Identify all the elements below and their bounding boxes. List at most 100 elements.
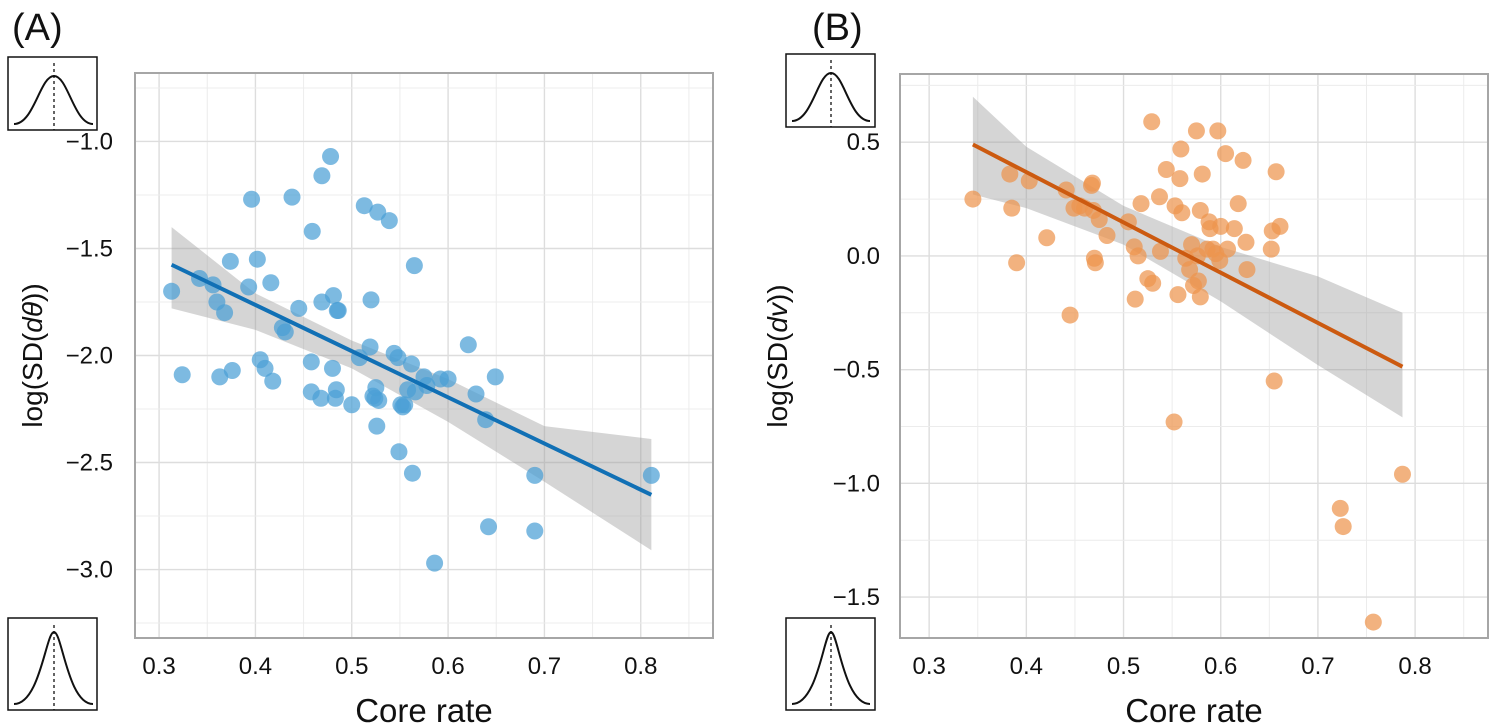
regression-line (971, 142, 1404, 369)
panel-b-y-title-post: )) (762, 284, 793, 303)
data-point (405, 257, 423, 275)
panel-b-y-title-var: dv (762, 301, 793, 333)
data-point (1331, 499, 1349, 517)
data-point (276, 323, 294, 341)
data-point (480, 518, 498, 536)
data-point (367, 379, 385, 397)
y-tick-label: −1.0 (66, 128, 113, 155)
data-point (964, 190, 982, 208)
data-point (303, 222, 321, 240)
data-point (1238, 261, 1256, 279)
data-point (1061, 306, 1079, 324)
data-point (526, 522, 544, 540)
y-tick-label: −2.5 (66, 450, 113, 477)
data-point (324, 287, 342, 305)
data-point (1003, 199, 1021, 217)
panel-b-points (964, 113, 1411, 631)
data-point (262, 274, 280, 292)
data-point (1144, 274, 1162, 292)
data-point (211, 368, 229, 386)
panel-b-y-title-pre: log(SD( (762, 332, 793, 428)
data-point (1364, 613, 1382, 631)
data-point (323, 359, 341, 377)
panel-a-grid (135, 73, 713, 638)
panel-a-y-title-var: dθ (17, 302, 48, 333)
x-tick-label: 0.7 (1301, 653, 1334, 680)
panel-b-x-ticks: 0.3 0.4 0.5 0.6 0.7 0.8 (912, 653, 1431, 680)
data-point (459, 336, 477, 354)
y-tick-label: 0.0 (847, 243, 880, 270)
data-point (243, 190, 261, 208)
data-point (312, 389, 330, 407)
data-point (1098, 226, 1116, 244)
data-point (1129, 247, 1147, 265)
data-point (1271, 217, 1289, 235)
data-point (390, 443, 408, 461)
data-point (1150, 188, 1168, 206)
x-tick-label: 0.6 (1204, 653, 1237, 680)
panel-label-b: (B) (812, 7, 863, 49)
panel-a-y-title: log(SD(dθ)) (17, 283, 48, 427)
data-point (426, 554, 444, 572)
data-point (240, 278, 258, 296)
regression-line (170, 262, 653, 497)
y-tick-label: −1.5 (66, 235, 113, 262)
data-point (283, 188, 301, 206)
data-point (302, 353, 320, 371)
y-tick-label: −2.0 (66, 343, 113, 370)
data-point (1132, 195, 1150, 213)
y-tick-label: 0.5 (847, 129, 880, 156)
data-point (290, 299, 308, 317)
data-point (1191, 288, 1209, 306)
panel-a-y-ticks: −3.0 −2.5 −2.0 −1.5 −1.0 (66, 128, 113, 583)
data-point (1165, 413, 1183, 431)
data-point (1126, 290, 1144, 308)
data-point (1038, 229, 1056, 247)
data-point (1225, 220, 1243, 238)
panel-a-wide-distribution-icon (7, 56, 98, 131)
data-point (1265, 372, 1283, 390)
x-tick-label: 0.7 (528, 653, 561, 680)
x-tick-label: 0.4 (1010, 653, 1043, 680)
data-point (1187, 122, 1205, 140)
panel-a-x-title: Core rate (355, 692, 493, 728)
data-point (1193, 165, 1211, 183)
data-point (248, 250, 266, 268)
data-point (1172, 140, 1190, 158)
data-point (1001, 165, 1019, 183)
data-point (223, 361, 241, 379)
data-point (322, 147, 340, 165)
data-point (329, 302, 347, 320)
data-point (1086, 254, 1104, 272)
data-point (221, 252, 239, 270)
panel-b: (B) 0.3 0.4 0.5 0.6 0.7 0.8 −1.5 −1.0 −0.5 0.0 0.… (762, 7, 1489, 728)
data-point (439, 370, 457, 388)
data-point (355, 197, 373, 215)
data-point (163, 282, 181, 300)
data-point (1262, 240, 1280, 258)
panel-a-frame (134, 72, 714, 639)
data-point (1171, 170, 1189, 188)
data-point (1267, 163, 1285, 181)
panel-a-fit-line (170, 262, 653, 497)
y-tick-label: −1.5 (833, 584, 880, 611)
data-point (368, 417, 386, 435)
panel-b-wide-distribution-icon (785, 53, 876, 128)
data-point (264, 372, 282, 390)
panel-a-narrow-distribution-icon (7, 617, 98, 711)
data-point (1334, 518, 1352, 536)
data-point (327, 381, 345, 399)
x-tick-label: 0.8 (1398, 653, 1431, 680)
data-point (1219, 240, 1237, 258)
data-point (1083, 174, 1101, 192)
panel-b-narrow-distribution-icon (785, 617, 876, 711)
data-point (1157, 161, 1175, 179)
y-tick-label: −1.0 (833, 470, 880, 497)
data-point (1151, 242, 1169, 260)
data-point (370, 391, 388, 409)
data-point (216, 304, 234, 322)
data-point (403, 464, 421, 482)
y-tick-label: −0.5 (833, 357, 880, 384)
data-point (389, 349, 407, 367)
